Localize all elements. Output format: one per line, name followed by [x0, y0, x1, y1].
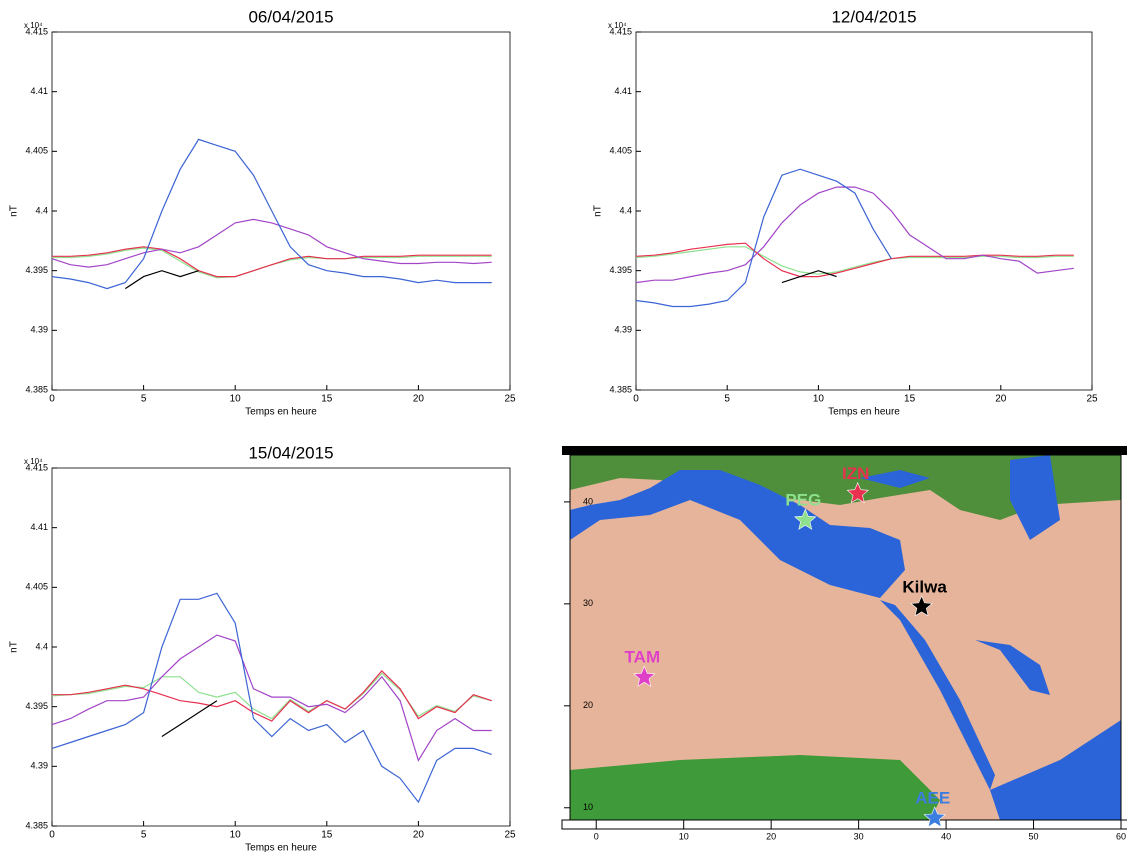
- map-border: [561, 819, 1127, 830]
- series-line: [635, 168, 892, 308]
- map-border: [562, 446, 1127, 455]
- x-tick-label: 5: [724, 394, 730, 405]
- series-line: [51, 672, 492, 720]
- x-tick-label: 10: [230, 394, 242, 405]
- x-tick-label: 10: [679, 831, 689, 841]
- y-tick-label: 4.415: [25, 462, 48, 472]
- map-background: [570, 455, 1121, 820]
- x-tick-label: 15: [321, 830, 333, 841]
- chart-title: 06/04/2015: [248, 7, 333, 26]
- station-label: PEG: [785, 491, 821, 510]
- y-tick-label: 40: [583, 496, 593, 506]
- y-axis-label: nT: [9, 641, 20, 653]
- y-tick-label: 4.395: [609, 265, 632, 275]
- station-label: TAM: [625, 648, 661, 667]
- x-tick-label: 25: [1086, 394, 1098, 405]
- x-tick-label: 20: [995, 394, 1007, 405]
- x-tick-label: 10: [813, 394, 825, 405]
- x-tick-label: 5: [141, 394, 147, 405]
- y-tick-label: 4.385: [25, 820, 48, 830]
- x-tick-label: 25: [504, 830, 516, 841]
- y-tick-label: 4.41: [30, 86, 48, 96]
- x-tick-label: 50: [1029, 831, 1039, 841]
- y-tick-label: 4.415: [25, 26, 48, 36]
- x-tick-label: 10: [230, 830, 242, 841]
- x-axis-label: Temps en heure: [828, 407, 900, 418]
- y-tick-label: 4.385: [25, 384, 48, 394]
- axis-multiplier: x 10⁴: [24, 457, 43, 466]
- y-tick-label: 4.405: [25, 146, 48, 156]
- station-marker: [910, 595, 933, 617]
- y-tick-label: 4.395: [25, 265, 48, 275]
- x-tick-label: 15: [904, 394, 916, 405]
- y-tick-label: 4.415: [609, 26, 632, 36]
- y-tick-label: 4.4: [35, 641, 48, 651]
- series-line: [635, 246, 1074, 275]
- series-line: [52, 246, 492, 278]
- y-tick-label: 4.41: [614, 86, 632, 96]
- station-marker: [633, 665, 656, 687]
- x-tick-label: 20: [413, 394, 425, 405]
- y-tick-label: 4.39: [30, 325, 48, 335]
- x-tick-label: 0: [49, 394, 55, 405]
- y-tick-label: 10: [583, 802, 593, 812]
- series-line: [51, 592, 492, 804]
- y-tick-label: 20: [583, 700, 593, 710]
- x-tick-label: 60: [1116, 831, 1126, 841]
- x-tick-label: 0: [594, 831, 599, 841]
- station-label: AEE: [915, 788, 950, 807]
- y-tick-label: 4.39: [614, 325, 632, 335]
- x-tick-label: 40: [941, 831, 951, 841]
- x-tick-label: 25: [504, 394, 516, 405]
- series-line: [52, 670, 492, 722]
- x-tick-label: 0: [49, 830, 55, 841]
- y-tick-label: 4.405: [609, 146, 632, 156]
- series-line: [51, 634, 492, 762]
- plot-area: [51, 467, 511, 827]
- y-tick-label: 4.385: [609, 384, 632, 394]
- plot-area: [51, 31, 511, 391]
- chart-title: 12/04/2015: [831, 7, 916, 26]
- chart-title: 15/04/2015: [248, 443, 333, 462]
- x-tick-label: 30: [854, 831, 864, 841]
- x-tick-label: 5: [141, 830, 147, 841]
- series-line: [124, 270, 199, 290]
- y-tick-label: 4.405: [25, 582, 48, 592]
- y-tick-label: 4.4: [35, 205, 48, 215]
- series-line: [635, 186, 1074, 284]
- y-axis-label: nT: [9, 205, 20, 217]
- series-line: [635, 242, 1074, 278]
- series-line: [161, 700, 218, 738]
- x-tick-label: 20: [413, 830, 425, 841]
- station-marker: [846, 481, 869, 504]
- station-label: IZN: [842, 464, 869, 483]
- y-tick-label: 4.4: [619, 205, 632, 215]
- y-tick-label: 4.39: [30, 761, 48, 771]
- series-line: [51, 218, 492, 268]
- x-axis-label: Temps en heure: [245, 843, 317, 852]
- series-line: [781, 270, 837, 284]
- y-tick-label: 4.41: [30, 522, 48, 532]
- axis-multiplier: x 10⁴: [608, 21, 627, 30]
- x-tick-label: 20: [766, 831, 776, 841]
- station-label: Kilwa: [902, 577, 947, 596]
- x-axis-label: Temps en heure: [245, 407, 317, 418]
- axis-multiplier: x 10⁴: [24, 21, 43, 30]
- series-line: [51, 138, 492, 290]
- station-marker: [923, 806, 946, 828]
- y-tick-label: 4.395: [25, 701, 48, 711]
- x-tick-label: 15: [321, 394, 333, 405]
- y-tick-label: 30: [583, 598, 593, 608]
- x-tick-label: 0: [633, 394, 639, 405]
- station-marker: [794, 508, 817, 530]
- y-axis-label: nT: [593, 205, 604, 217]
